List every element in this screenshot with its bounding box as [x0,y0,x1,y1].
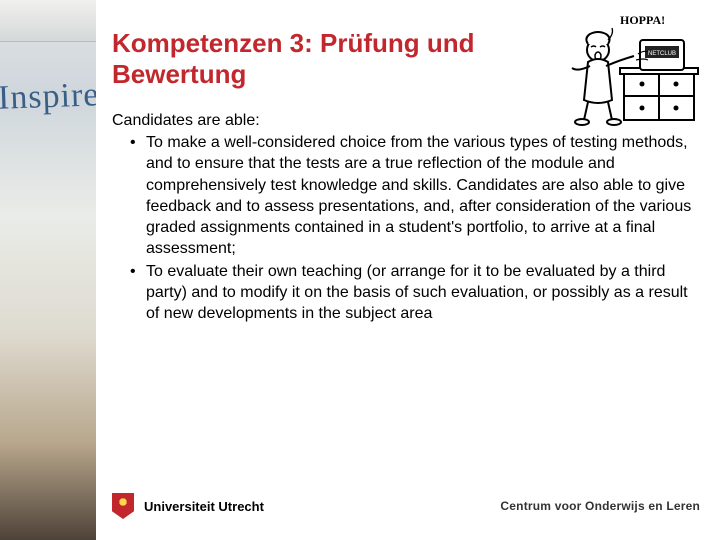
bullet-list: To make a well-considered choice from th… [112,132,700,324]
intro-line: Candidates are able: [112,112,700,130]
footer-left: Universiteit Utrecht [112,493,264,519]
left-photo-strip: Inspire [0,0,96,540]
strip-toolbar [0,0,96,42]
content-area: Kompetenzen 3: Prüfung und Bewertung Can… [112,28,700,470]
bullet-item: To evaluate their own teaching (or arran… [130,261,700,324]
university-shield-icon [112,493,134,519]
strip-handwriting: Inspire [0,76,96,118]
bullet-item: To make a well-considered choice from th… [130,132,700,259]
university-name: Universiteit Utrecht [144,499,264,514]
speech-text: HOPPA! [620,13,665,27]
footer-center-name: Centrum voor Onderwijs en Leren [500,499,700,513]
slide-title: Kompetenzen 3: Prüfung und Bewertung [112,28,512,90]
slide: Inspire NETCLUB [0,0,720,540]
footer: Universiteit Utrecht Centrum voor Onderw… [112,486,700,526]
